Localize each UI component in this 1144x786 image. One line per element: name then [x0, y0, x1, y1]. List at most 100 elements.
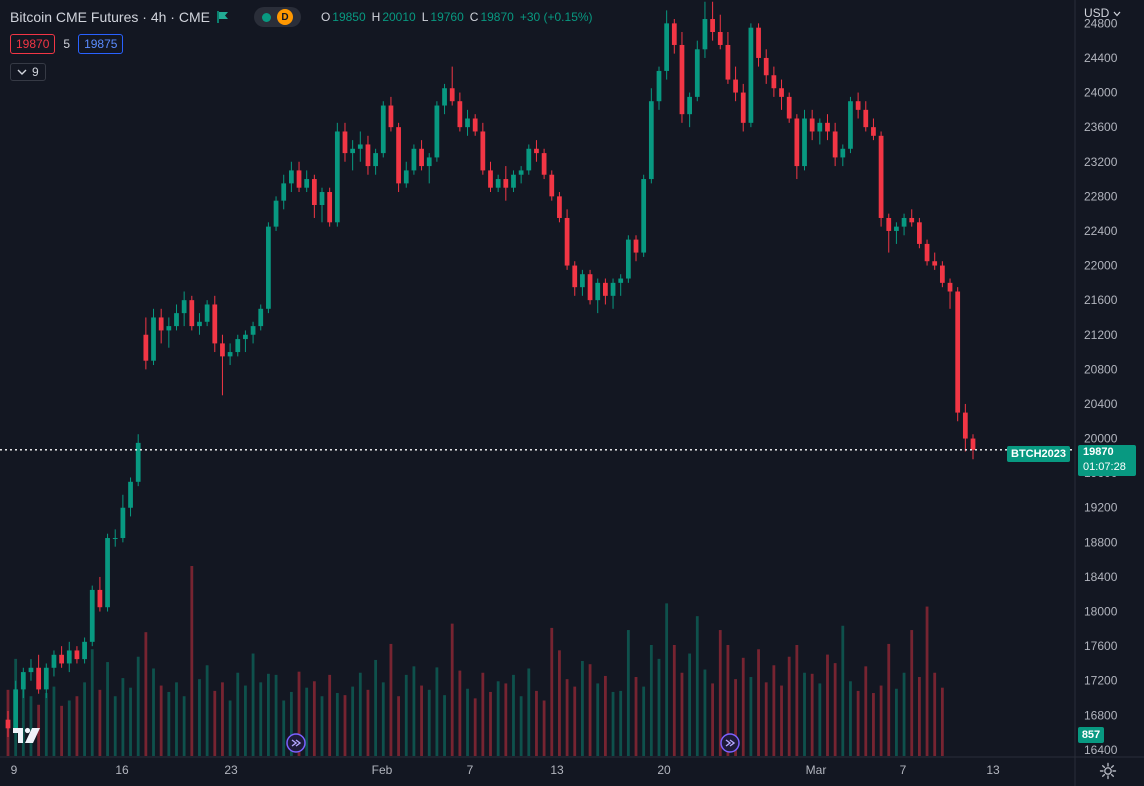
candle-body	[288, 170, 294, 184]
economic-event-icon[interactable]	[286, 733, 306, 753]
candle-body	[243, 334, 248, 340]
volume-bar	[833, 663, 837, 756]
candle-body	[756, 27, 761, 58]
candle-body	[909, 217, 915, 223]
y-tick-label: 17200	[1084, 674, 1118, 688]
symbol-price-tag: BTCH2023	[1007, 446, 1071, 462]
indicator-count: 9	[32, 65, 39, 79]
candle-body	[564, 217, 570, 266]
volume-bar	[596, 683, 600, 756]
candle-body	[220, 343, 225, 357]
volume-bar	[121, 678, 125, 756]
x-tick-label: 7	[467, 763, 474, 777]
volume-bar	[818, 683, 822, 756]
candle-body	[733, 79, 738, 93]
candle-body	[763, 57, 769, 76]
candle-body	[786, 96, 792, 119]
candle-body	[20, 672, 26, 690]
sell-price-button[interactable]: 19870	[10, 34, 56, 54]
volume-bar	[741, 657, 745, 756]
candle-body	[434, 105, 440, 158]
volume-bar	[588, 664, 592, 756]
volume-bar	[611, 691, 615, 756]
volume-bar	[496, 681, 500, 756]
y-tick-label: 20800	[1084, 362, 1118, 376]
candle-body	[235, 339, 241, 353]
candle-body	[955, 291, 961, 413]
volume-bar	[826, 654, 829, 756]
volume-bar	[504, 683, 508, 756]
candle-body	[511, 174, 516, 188]
candle-body	[457, 101, 463, 128]
candle-body	[679, 44, 685, 115]
candle-body	[901, 217, 907, 227]
volume-bar	[113, 696, 117, 756]
volume-bar	[657, 658, 661, 756]
market-status-pill[interactable]: D	[253, 7, 301, 27]
candle-body	[82, 641, 87, 660]
buy-price-button[interactable]: 19875	[78, 34, 124, 54]
candle-body	[143, 334, 149, 361]
volume-bar	[757, 649, 760, 756]
candle-body	[694, 49, 700, 97]
candle-body	[939, 265, 945, 283]
volume-bar	[542, 700, 546, 756]
volume-bar	[83, 682, 86, 756]
candle-body	[526, 148, 532, 171]
candle-body	[227, 352, 233, 357]
candle-body	[273, 200, 279, 227]
high-label: H	[371, 10, 381, 24]
volume-bar	[558, 650, 561, 756]
chart-legend: Bitcoin CME Futures · 4h · CME D O 19850 …	[10, 6, 593, 28]
close-value: 19870	[480, 10, 514, 24]
volume-bar	[205, 665, 209, 756]
candle-body	[250, 326, 256, 335]
candle-body	[717, 32, 723, 45]
volume-bar	[381, 682, 385, 756]
volume-bar	[780, 685, 783, 756]
volume-bar	[695, 616, 699, 756]
candle-body	[212, 304, 218, 344]
candle-body	[365, 144, 371, 167]
last-price-label: 19870 01:07:28	[1078, 445, 1136, 476]
indicators-toggle-button[interactable]: 9	[10, 63, 46, 81]
volume-bar	[902, 672, 906, 756]
candle-body	[281, 183, 287, 201]
spread-value: 5	[63, 37, 71, 51]
volume-bar	[21, 681, 25, 756]
volume-bar	[895, 688, 898, 756]
candle-body	[197, 321, 202, 327]
volume-bar	[512, 674, 515, 756]
volume-bar	[535, 690, 538, 756]
candle-body	[970, 438, 976, 450]
x-tick-label: 13	[986, 763, 1000, 777]
gear-icon[interactable]	[1099, 762, 1117, 780]
economic-event-icon[interactable]	[720, 733, 740, 753]
volume-bar	[374, 659, 378, 756]
candle-body	[419, 148, 424, 167]
candle-body	[580, 274, 585, 288]
volume-bar	[159, 685, 163, 756]
volume-bar	[213, 690, 217, 756]
volume-bar	[289, 691, 293, 756]
candle-body	[924, 243, 930, 262]
currency-selector[interactable]: USD	[1084, 6, 1121, 20]
volume-bar	[519, 696, 523, 756]
x-tick-label: Mar	[806, 763, 827, 777]
volume-bar	[933, 672, 937, 756]
volume-bar	[266, 673, 270, 756]
volume-bar	[98, 689, 102, 756]
high-value: 20010	[382, 10, 416, 24]
flag-icon[interactable]	[216, 10, 230, 24]
symbol-title[interactable]: Bitcoin CME Futures · 4h · CME	[10, 9, 210, 25]
volume-bar	[466, 688, 469, 756]
volume-bar	[358, 672, 362, 756]
y-tick-label: 22000	[1084, 259, 1118, 273]
volume-bar	[60, 705, 64, 756]
candle-body	[388, 105, 394, 128]
volume-bar	[450, 623, 454, 756]
tradingview-logo-icon[interactable]	[12, 726, 46, 746]
candle-body	[587, 274, 593, 301]
candle-body	[534, 148, 539, 154]
